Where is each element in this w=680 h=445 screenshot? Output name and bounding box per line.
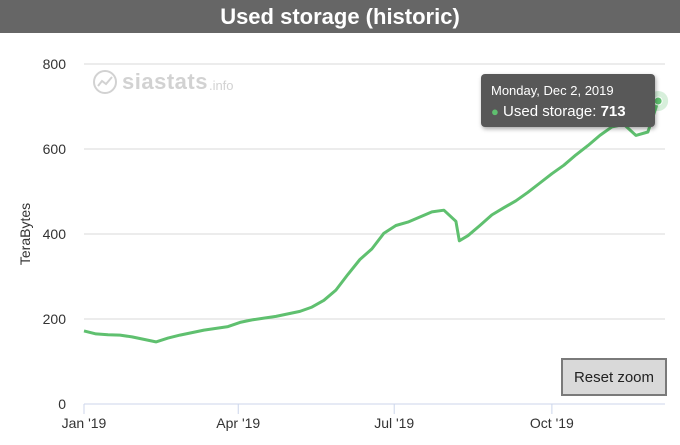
tooltip-label: Used storage: [503, 103, 601, 120]
y-axis-title: TeraBytes [17, 203, 33, 265]
tooltip-line: ● Used storage: 713 [491, 103, 626, 120]
y-tick-label: 400 [43, 226, 67, 242]
x-tick-label: Jul '19 [374, 415, 414, 431]
trend-icon [93, 70, 117, 94]
reset-zoom-button[interactable]: Reset zoom [561, 358, 667, 396]
y-tick-label: 0 [58, 396, 66, 412]
logo-suffix: .info [208, 77, 234, 93]
logo-name: siastats [122, 69, 208, 94]
hover-point[interactable] [653, 96, 663, 106]
x-tick-label: Oct '19 [530, 415, 574, 431]
x-tick-label: Apr '19 [216, 415, 260, 431]
y-axis-ticks: 0 200 400 600 800 [43, 56, 67, 412]
tooltip: Monday, Dec 2, 2019 ● Used storage: 713 [481, 74, 655, 127]
siastats-logo: siastats .info [92, 69, 234, 95]
y-tick-label: 200 [43, 311, 67, 327]
tooltip-date: Monday, Dec 2, 2019 [491, 83, 614, 98]
chart-title: Used storage (historic) [0, 0, 680, 33]
series-dot-icon: ● [491, 104, 499, 119]
y-tick-label: 600 [43, 141, 67, 157]
series-line[interactable] [83, 100, 660, 344]
x-axis-ticks: Jan '19 Apr '19 Jul '19 Oct '19 [62, 404, 574, 431]
tooltip-value: 713 [600, 103, 626, 120]
x-tick-label: Jan '19 [62, 415, 107, 431]
y-tick-label: 800 [43, 56, 67, 72]
gridlines [84, 63, 665, 405]
